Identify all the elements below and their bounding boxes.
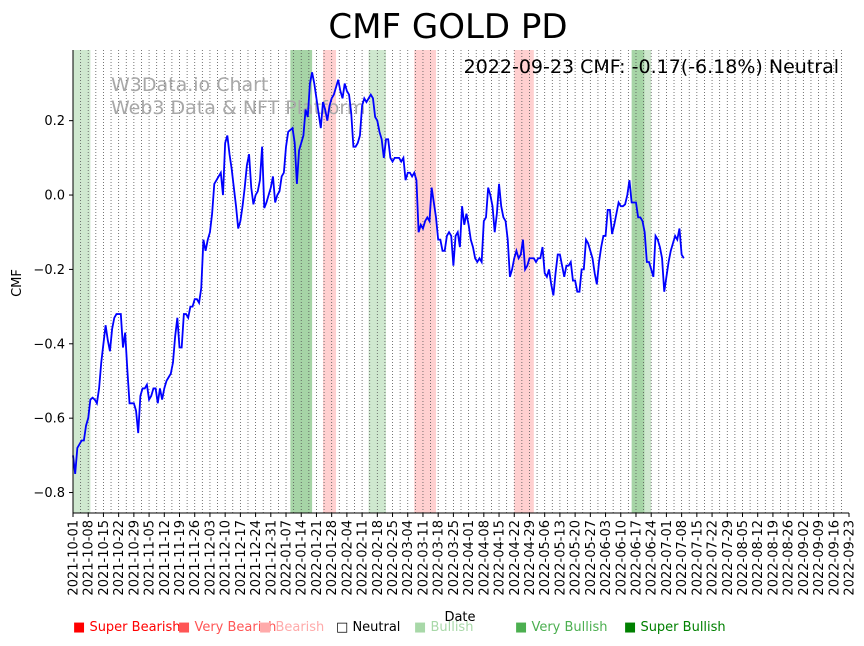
x-tick-label: 2022-04-29 (523, 520, 538, 596)
x-tick-label: 2022-06-03 (599, 520, 614, 596)
band-bearish (414, 50, 437, 513)
watermark-line-1: W3Data.io Chart (111, 74, 268, 96)
x-tick-label: 2022-03-18 (432, 520, 447, 596)
x-tick-label: 2021-10-22 (112, 520, 127, 596)
band-bearish (514, 50, 534, 513)
x-tick-label: 2021-10-01 (67, 520, 82, 596)
legend-swatch: ■ (515, 620, 528, 635)
y-tick-label: −0.2 (33, 263, 65, 278)
status-readout: 2022-09-23 CMF: -0.17(-6.18%) Neutral (464, 56, 839, 78)
legend-label: Neutral (352, 620, 401, 635)
legend-label: Super Bullish (640, 620, 726, 635)
y-tick-label: 0.2 (44, 114, 65, 129)
x-tick-label: 2022-05-20 (569, 520, 584, 596)
x-tick-label: 2021-11-19 (173, 520, 188, 596)
x-tick-label: 2022-06-10 (614, 520, 629, 596)
x-tick-label: 2021-12-24 (249, 520, 264, 596)
watermark-line-2: Web3 Data & NFT Platform (111, 97, 365, 119)
chart-title: CMF GOLD PD (328, 7, 567, 47)
legend-super-bullish: ■ Super Bullish (624, 620, 726, 635)
x-tick-label: 2022-07-15 (690, 520, 705, 596)
x-tick-label: 2021-11-05 (143, 520, 158, 596)
x-axis-ticks: 2021-10-01 2021-10-08 2021-10-15 2021-10-22… (67, 513, 858, 596)
legend-very-bearish: ■ Very Bearish (178, 620, 276, 635)
x-tick-label: 2021-12-31 (264, 520, 279, 596)
band-bullish (644, 50, 652, 513)
x-tick-label: 2022-07-01 (660, 520, 675, 596)
legend-label: Bullish (430, 620, 474, 635)
x-tick-label: 2022-07-08 (675, 520, 690, 596)
x-tick-label: 2022-01-14 (295, 520, 310, 596)
x-tick-label: 2022-08-26 (782, 520, 797, 596)
x-tick-label: 2022-07-29 (721, 520, 736, 596)
x-tick-label: 2022-06-17 (629, 520, 644, 596)
y-tick-label: −0.8 (33, 486, 65, 501)
legend-bullish: ■ Bullish (414, 620, 473, 635)
x-tick-label: 2022-04-08 (477, 520, 492, 596)
x-tick-label: 2022-02-25 (386, 520, 401, 596)
legend-super-bearish: ■ Super Bearish (73, 620, 181, 635)
x-tick-label: 2021-12-10 (219, 520, 234, 596)
x-tick-label: 2022-09-23 (843, 520, 858, 596)
legend-neutral: □ Neutral (336, 620, 400, 635)
x-tick-label: 2022-08-19 (766, 520, 781, 596)
legend-swatch: ■ (178, 620, 191, 635)
y-tick-label: −0.6 (33, 412, 65, 427)
x-tick-label: 2022-02-18 (371, 520, 386, 596)
x-tick-label: 2022-05-06 (538, 520, 553, 596)
watermark: W3Data.io Chart Web3 Data & NFT Platform (111, 74, 365, 119)
x-tick-label: 2022-06-24 (645, 520, 660, 596)
band-bearish (322, 50, 337, 513)
legend-swatch: ■ (73, 620, 86, 635)
x-tick-label: 2022-05-27 (584, 520, 599, 596)
signal-legend: ■ Super Bearish ■ Very Bearish ■ Bearish… (0, 620, 864, 640)
x-tick-label: 2022-08-05 (736, 520, 751, 596)
x-tick-label: 2022-03-25 (447, 520, 462, 596)
x-tick-label: 2022-01-07 (280, 520, 295, 596)
x-tick-label: 2022-03-04 (401, 520, 416, 596)
x-tick-label: 2022-04-22 (508, 520, 523, 596)
legend-label: Very Bullish (531, 620, 608, 635)
x-tick-label: 2021-11-26 (188, 520, 203, 596)
x-tick-label: 2022-05-13 (553, 520, 568, 596)
x-tick-label: 2022-04-15 (493, 520, 508, 596)
legend-very-bullish: ■ Very Bullish (515, 620, 608, 635)
x-tick-label: 2021-11-12 (158, 520, 173, 596)
y-tick-label: −0.4 (33, 337, 65, 352)
band-very-bullish (631, 50, 645, 513)
y-tick-label: 0.0 (44, 189, 65, 204)
legend-label: Very Bearish (194, 620, 277, 635)
x-tick-label: 2022-09-09 (812, 520, 827, 596)
legend-bearish: ■ Bearish (259, 620, 324, 635)
x-tick-label: 2022-02-11 (356, 520, 371, 596)
x-tick-label: 2022-09-02 (797, 520, 812, 596)
x-tick-label: 2022-03-11 (416, 520, 431, 596)
date-gridlines (80, 50, 842, 513)
x-tick-label: 2021-10-08 (82, 520, 97, 596)
x-axis-label: Date (444, 610, 475, 625)
cmf-line-series (72, 72, 685, 475)
legend-label: Bearish (275, 620, 325, 635)
legend-label: Super Bearish (89, 620, 181, 635)
x-tick-label: 2022-01-21 (310, 520, 325, 596)
y-axis-label: CMF (10, 269, 25, 297)
x-tick-label: 2021-10-15 (97, 520, 112, 596)
legend-swatch: ■ (414, 620, 427, 635)
legend-swatch: ■ (259, 620, 272, 635)
y-axis-ticks: −0.8 −0.6 −0.4 −0.2 0.0 0.2 (33, 114, 73, 501)
x-tick-label: 2022-08-12 (751, 520, 766, 596)
band-bullish (73, 50, 91, 513)
legend-swatch: □ (336, 620, 349, 635)
x-tick-label: 2021-10-29 (127, 520, 142, 596)
legend-swatch: ■ (624, 620, 637, 635)
x-tick-label: 2022-09-16 (827, 520, 842, 596)
x-tick-label: 2022-01-28 (325, 520, 340, 596)
x-tick-label: 2022-04-01 (462, 520, 477, 596)
x-tick-label: 2022-02-04 (340, 520, 355, 596)
x-tick-label: 2022-07-22 (706, 520, 721, 596)
x-tick-label: 2021-12-03 (203, 520, 218, 596)
x-tick-label: 2021-12-17 (234, 520, 249, 596)
